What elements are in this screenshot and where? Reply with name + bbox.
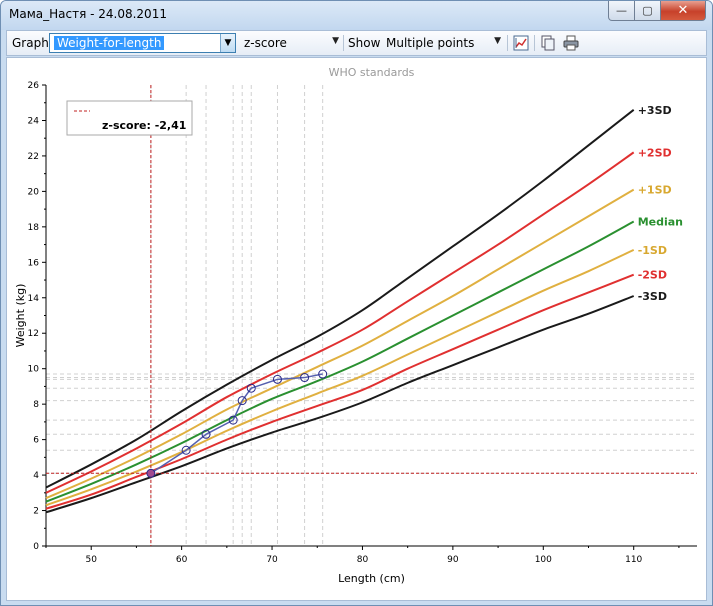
toolbar-separator — [534, 35, 535, 51]
show-select[interactable]: Multiple points ▼ — [381, 33, 505, 53]
y-tick-label: 2 — [33, 507, 39, 517]
graph-type-select[interactable]: Weight-for-length ▼ — [49, 33, 236, 53]
y-tick-label: 4 — [33, 471, 39, 481]
measurement-line — [150, 373, 323, 474]
curve-label-minus2sd: -2SD — [638, 269, 667, 282]
x-axis-label: Length (cm) — [338, 572, 405, 585]
y-tick-label: 20 — [28, 187, 40, 197]
y-tick-label: 24 — [28, 116, 40, 126]
minimize-button[interactable]: — — [608, 1, 635, 21]
curve-plus2sd — [45, 151, 635, 494]
chart-edit-icon[interactable] — [512, 34, 530, 52]
show-label: Show — [348, 36, 381, 50]
window-controls: — ▢ ✕ — [608, 1, 706, 21]
curve-minus3sd — [45, 295, 635, 514]
graph-type-value: Weight-for-length — [54, 36, 165, 50]
curve-plus1sd — [45, 188, 635, 500]
show-value: Multiple points — [386, 36, 475, 50]
copy-icon[interactable] — [539, 34, 557, 52]
curve-label-minus1sd: -1SD — [638, 244, 667, 257]
y-tick-label: 26 — [28, 81, 40, 91]
curve-minus1sd — [45, 248, 635, 507]
print-icon[interactable] — [562, 34, 580, 52]
x-tick-label: 80 — [357, 555, 369, 565]
toolbar-separator — [343, 35, 344, 51]
minimize-icon: — — [616, 4, 627, 17]
maximize-button[interactable]: ▢ — [635, 1, 661, 21]
curve-plus3sd — [45, 109, 635, 489]
legend-box — [66, 100, 193, 136]
measurement-point[interactable] — [318, 369, 328, 379]
measurement-point[interactable] — [146, 468, 156, 478]
y-tick-label: 8 — [33, 400, 39, 410]
y-axis-label: Weight (kg) — [14, 284, 27, 348]
chevron-down-icon: ▼ — [332, 36, 339, 46]
toolbar: Graph Weight-for-length ▼ z-score ▼ Show… — [6, 30, 707, 56]
graph-label: Graph — [12, 36, 49, 50]
y-tick-label: 18 — [28, 223, 40, 233]
title-bar[interactable]: Мама_Настя - 24.08.2011 — ▢ ✕ — [1, 1, 712, 30]
legend-entry: z-score: -2,41 — [102, 119, 186, 132]
x-tick-label: 50 — [85, 555, 97, 565]
measurement-point[interactable] — [228, 415, 238, 425]
x-tick-label: 60 — [176, 555, 188, 565]
chart-panel: WHO standards 0 2 4 6 8 10 12 14 16 18 20 22 24 26 50 60… — [6, 57, 707, 601]
chevron-down-icon: ▼ — [494, 36, 501, 46]
curve-median — [45, 220, 635, 503]
y-tick-label: 22 — [28, 152, 39, 162]
curve-label-plus3sd: +3SD — [638, 104, 672, 117]
close-button[interactable]: ✕ — [661, 1, 706, 21]
x-tick-label: 70 — [266, 555, 278, 565]
x-tick-label: 100 — [535, 555, 552, 565]
curve-label-plus1sd: +1SD — [638, 184, 672, 197]
zscore-select[interactable]: z-score ▼ — [239, 33, 343, 53]
maximize-icon: ▢ — [642, 4, 653, 17]
window-title: Мама_Настя - 24.08.2011 — [9, 7, 167, 21]
curve-label-median: Median — [638, 216, 683, 229]
y-tick-label: 0 — [33, 542, 39, 552]
measurement-point[interactable] — [237, 396, 247, 406]
zscore-value: z-score — [244, 36, 287, 50]
measurement-point[interactable] — [300, 373, 310, 383]
measurement-point[interactable] — [201, 429, 211, 439]
y-tick-label: 14 — [28, 294, 40, 304]
chart-title: WHO standards — [329, 66, 415, 79]
chevron-down-icon[interactable]: ▼ — [220, 34, 235, 52]
x-tick-label: 110 — [625, 555, 642, 565]
x-tick-label: 90 — [447, 555, 459, 565]
curve-label-plus2sd: +2SD — [638, 146, 672, 159]
curve-label-minus3sd: -3SD — [638, 290, 667, 303]
measurement-point[interactable] — [272, 374, 282, 384]
y-tick-label: 6 — [33, 436, 39, 446]
y-tick-label: 16 — [28, 258, 40, 268]
measurement-point[interactable] — [181, 445, 191, 455]
y-tick-label: 12 — [28, 329, 39, 339]
curve-minus2sd — [45, 273, 635, 510]
y-tick-label: 10 — [28, 365, 40, 375]
measurement-point[interactable] — [246, 383, 256, 393]
toolbar-separator — [507, 35, 508, 51]
close-icon: ✕ — [677, 3, 689, 18]
